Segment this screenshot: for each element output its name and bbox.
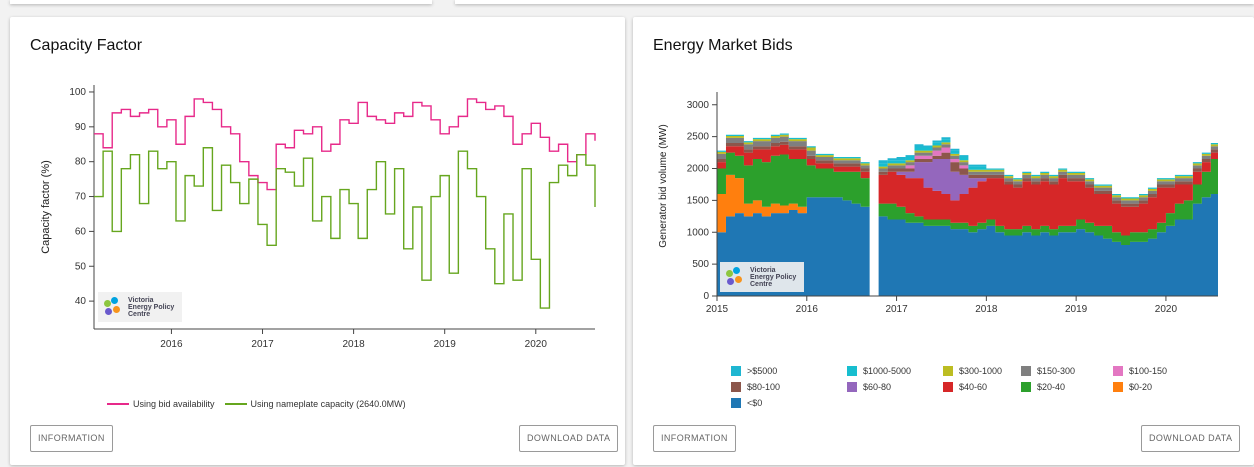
x-tick-label: 2017 [251, 339, 274, 350]
y-tick-label: 1000 [687, 227, 710, 238]
x-tick-label: 2019 [434, 339, 457, 350]
legend-label: $100-150 [1129, 366, 1168, 376]
y-tick-label: 0 [703, 291, 709, 302]
legend-label: $20-40 [1037, 382, 1066, 392]
legend-label: $80-100 [747, 382, 781, 392]
legend-item[interactable]: <$0 [731, 398, 762, 408]
vepc-logo-left: Victoria Energy Policy Centre [98, 292, 182, 322]
series-line-bid-availability [94, 98, 596, 191]
legend-item[interactable]: $0-20 [1113, 382, 1152, 392]
capacity-factor-title: Capacity Factor [30, 37, 143, 54]
y-tick-label: 80 [75, 157, 87, 168]
legend-label: >$5000 [747, 366, 778, 376]
legend-label: $300-1000 [959, 366, 1003, 376]
y-tick-label: 500 [692, 259, 709, 270]
legend-item-bid-availability[interactable]: Using bid availability [107, 399, 215, 409]
legend-swatch [107, 403, 129, 405]
stack-area-4 [717, 144, 1218, 296]
y-tick-label: 2000 [687, 164, 710, 175]
legend-label: Using bid availability [133, 399, 215, 409]
x-tick-label: 2016 [160, 339, 183, 350]
information-button-left[interactable]: INFORMATION [30, 425, 113, 452]
stack-area-0 [717, 194, 1218, 296]
capacity-factor-legend: Using bid availability Using nameplate c… [107, 399, 406, 409]
legend-swatch [847, 382, 857, 392]
legend-item[interactable]: $20-40 [1021, 382, 1065, 392]
legend-swatch [1113, 366, 1123, 376]
energy-market-bids-card: Energy Market Bids 0 500 1000 1500 2000 2500 3… [633, 17, 1254, 465]
legend-label: $60-80 [863, 382, 892, 392]
x-tick-label: 2018 [975, 304, 998, 315]
legend-item[interactable]: $1000-5000 [847, 366, 911, 376]
legend-label: $0-20 [1129, 382, 1153, 392]
legend-item[interactable]: $150-300 [1021, 366, 1075, 376]
legend-item[interactable]: >$5000 [731, 366, 777, 376]
y-axis-label: Generator bid volume (MW) [658, 124, 669, 247]
energy-market-bids-title: Energy Market Bids [653, 37, 793, 54]
vepc-logo-icon [724, 266, 746, 288]
legend-swatch [731, 366, 741, 376]
y-tick-label: 50 [75, 261, 87, 272]
legend-swatch [224, 403, 247, 405]
vepc-logo-text: Victoria Energy Policy Centre [750, 266, 797, 288]
legend-label: <$0 [747, 398, 763, 408]
information-button-right[interactable]: INFORMATION [653, 425, 736, 452]
top-card-edge-right [455, 0, 1254, 4]
x-tick-label: 2018 [342, 339, 365, 350]
legend-label: $40-60 [959, 382, 988, 392]
y-tick-label: 3000 [687, 100, 710, 111]
legend-swatch [731, 382, 741, 392]
legend-item[interactable]: $60-80 [847, 382, 891, 392]
series-line-nameplate-capacity [94, 147, 596, 309]
x-tick-label: 2016 [796, 304, 819, 315]
y-tick-label: 90 [75, 122, 87, 133]
top-card-edge-left [10, 0, 432, 4]
legend-swatch [1021, 382, 1031, 392]
stack-area-5 [717, 141, 1218, 296]
capacity-factor-card: Capacity Factor 40 50 60 70 80 90 100 2016 2017 2… [10, 17, 625, 465]
legend-item[interactable]: $40-60 [943, 382, 987, 392]
legend-swatch [943, 366, 953, 376]
legend-item-nameplate-capacity[interactable]: Using nameplate capacity (2640.0MW) [224, 399, 406, 409]
download-data-button-right[interactable]: DOWNLOAD DATA [1141, 425, 1241, 452]
legend-label: $1000-5000 [863, 366, 912, 376]
legend-item[interactable]: $300-1000 [943, 366, 1002, 376]
legend-swatch [731, 398, 741, 408]
y-tick-label: 100 [69, 87, 86, 98]
x-tick-label: 2017 [885, 304, 908, 315]
y-tick-label: 1500 [687, 195, 710, 206]
stack-area-3 [717, 144, 1218, 296]
vepc-logo-right: Victoria Energy Policy Centre [720, 262, 804, 292]
energy-market-bids-chart: 0 500 1000 1500 2000 2500 3000 2015 2016 2017 2018… [658, 92, 1218, 315]
capacity-factor-chart: 40 50 60 70 80 90 100 2016 2017 2018 2019 2020 Capac… [40, 85, 596, 350]
x-tick-label: 2020 [525, 339, 548, 350]
legend-swatch [1113, 382, 1123, 392]
vepc-logo-text: Victoria Energy Policy Centre [128, 296, 175, 318]
legend-swatch [1021, 366, 1031, 376]
legend-label: $150-300 [1037, 366, 1076, 376]
legend-item[interactable]: $80-100 [731, 382, 780, 392]
stack-area-2 [717, 152, 1218, 296]
legend-item[interactable]: $100-150 [1113, 366, 1167, 376]
x-tick-label: 2020 [1155, 304, 1178, 315]
y-tick-label: 40 [75, 296, 87, 307]
y-axis-label: Capacity factor (%) [40, 160, 52, 254]
x-tick-label: 2019 [1065, 304, 1088, 315]
legend-swatch [943, 382, 953, 392]
y-tick-label: 60 [75, 226, 87, 237]
download-data-button-left[interactable]: DOWNLOAD DATA [519, 425, 619, 452]
legend-swatch [847, 366, 857, 376]
y-tick-label: 70 [75, 192, 87, 203]
y-tick-label: 2500 [687, 132, 710, 143]
vepc-logo-icon [102, 296, 124, 318]
legend-label: Using nameplate capacity (2640.0MW) [250, 399, 406, 409]
x-tick-label: 2015 [706, 304, 729, 315]
